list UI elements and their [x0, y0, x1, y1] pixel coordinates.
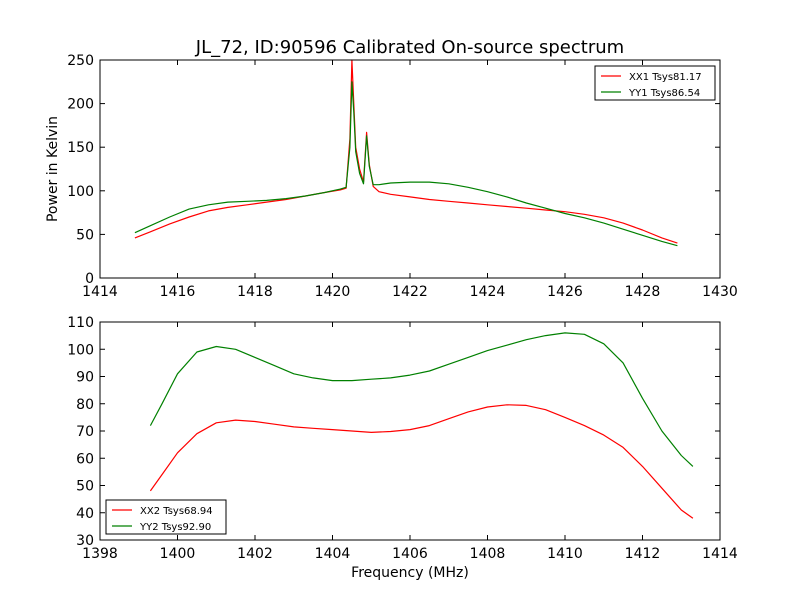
y-tick-label: 50 — [76, 227, 94, 243]
x-tick-label: 1428 — [625, 284, 661, 300]
panel-top: 1414 1416 1418 1420 1422 1424 1426 1428 1430 0 50 1… — [67, 53, 738, 300]
y-tick-label: 100 — [67, 184, 94, 200]
legend-box — [105, 499, 227, 535]
panel-bottom: 1398 1400 1402 1404 1406 1408 1410 1412 1414 30 40… — [67, 315, 738, 562]
y-tick-label: 60 — [76, 451, 94, 467]
x-tick-label: 1412 — [625, 546, 661, 562]
x-tick-label: 1420 — [315, 284, 351, 300]
x-tick-label: 1422 — [392, 284, 428, 300]
y-tick-label: 50 — [76, 479, 94, 495]
x-tick-label: 1398 — [82, 546, 118, 562]
legend: XX2 Tsys68.94 YY2 Tsys92.90 — [105, 499, 227, 535]
legend-box — [594, 65, 716, 101]
chart-title: JL_72, ID:90596 Calibrated On-source spe… — [195, 37, 624, 58]
x-tick-label: 1424 — [470, 284, 506, 300]
x-axis-label: Frequency (MHz) — [351, 565, 469, 581]
series-line-2-1 — [149, 404, 694, 519]
legend-label: XX2 Tsys68.94 — [140, 506, 213, 517]
y-tick-label: 200 — [67, 97, 94, 113]
x-tick-label: 1406 — [392, 546, 428, 562]
x-tick-label: 1418 — [237, 284, 273, 300]
y-tick-label: 110 — [67, 315, 94, 331]
x-tick-label: 1416 — [160, 284, 196, 300]
y-tick-label: 70 — [76, 424, 94, 440]
x-tick-label: 1426 — [547, 284, 583, 300]
y-axis-label: Power in Kelvin — [45, 116, 61, 222]
x-tick-label: 1400 — [160, 546, 196, 562]
series-line-2-2 — [149, 332, 694, 467]
x-tick-label: 1402 — [237, 546, 273, 562]
y-tick-label: 30 — [76, 533, 94, 549]
series-line-1-2 — [134, 81, 678, 247]
legend-label: YY1 Tsys86.54 — [628, 88, 700, 99]
legend-label: XX1 Tsys81.17 — [629, 72, 702, 83]
y-tick-label: 0 — [85, 271, 94, 287]
y-tick-label: 80 — [76, 397, 94, 413]
y-tick-label: 250 — [67, 53, 94, 69]
x-tick-label: 1414 — [82, 284, 118, 300]
legend-label: YY2 Tsys92.90 — [139, 522, 211, 533]
y-tick-label: 100 — [67, 342, 94, 358]
legend: XX1 Tsys81.17 YY1 Tsys86.54 — [594, 65, 716, 101]
x-tick-label: 1410 — [547, 546, 583, 562]
x-tick-label: 1408 — [470, 546, 506, 562]
y-tick-label: 150 — [67, 140, 94, 156]
x-tick-label: 1414 — [702, 546, 738, 562]
x-tick-label: 1430 — [702, 284, 738, 300]
x-tick-label: 1404 — [315, 546, 351, 562]
y-tick-label: 90 — [76, 370, 94, 386]
y-tick-label: 40 — [76, 506, 94, 522]
